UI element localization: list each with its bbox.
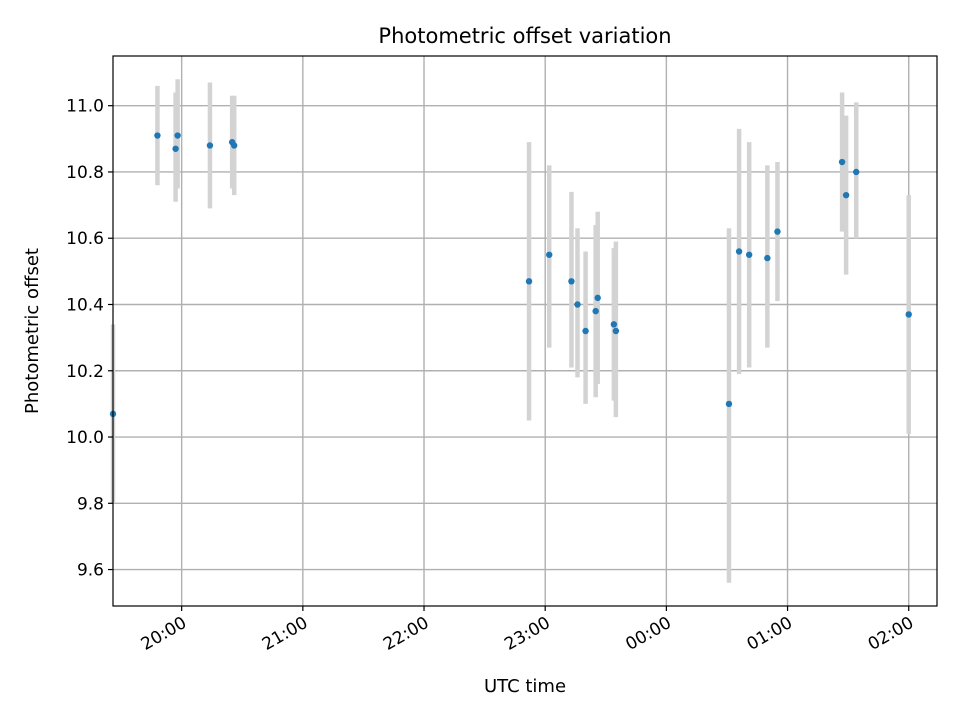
data-point	[525, 278, 533, 285]
x-tick-label: 23:00	[501, 613, 553, 655]
data-point	[206, 142, 214, 149]
y-tick-label: 10.0	[66, 428, 104, 448]
y-tick-label: 10.2	[66, 362, 104, 382]
data-point	[230, 142, 238, 149]
data-point	[568, 278, 575, 285]
data-point	[842, 191, 850, 199]
y-tick-label: 9.6	[77, 561, 104, 581]
y-axis-label: Photometric offset	[22, 248, 43, 414]
x-tick-label: 01:00	[744, 613, 796, 655]
data-point	[853, 168, 860, 176]
y-tick-label: 10.8	[66, 163, 104, 183]
data-point	[838, 158, 846, 166]
data-point	[574, 301, 581, 308]
y-axis-ticks: 9.6 9.8 10.0 10.2 10.4 10.6 10.8 11.0	[66, 97, 113, 581]
data-point	[745, 251, 753, 258]
grid	[113, 56, 937, 606]
y-tick-label: 10.6	[66, 229, 104, 249]
error-bars	[110, 79, 911, 583]
x-tick-label: 00:00	[622, 613, 674, 655]
data-point	[764, 254, 771, 262]
x-tick-label: 22:00	[380, 613, 432, 655]
y-tick-label: 9.8	[77, 494, 104, 514]
chart-title: Photometric offset variation	[378, 24, 671, 48]
data-point	[172, 145, 179, 152]
data-points	[109, 132, 912, 418]
data-point	[594, 294, 601, 302]
data-point	[725, 400, 733, 408]
data-point	[612, 327, 620, 335]
x-tick-label: 20:00	[138, 613, 190, 655]
data-point	[774, 228, 781, 235]
data-point	[735, 248, 743, 255]
data-point	[154, 132, 161, 139]
data-point	[582, 327, 589, 335]
y-tick-label: 11.0	[66, 97, 104, 117]
x-axis-label: UTC time	[484, 676, 566, 697]
data-point	[546, 251, 553, 258]
data-point	[610, 321, 618, 328]
plot-frame	[112, 55, 938, 607]
y-tick-label: 10.4	[66, 295, 104, 315]
data-point	[174, 132, 181, 139]
x-axis-ticks: 20:00 21:00 22:00 23:00 00:00 01:00 02:00	[138, 606, 917, 655]
x-tick-label: 02:00	[865, 613, 917, 655]
x-tick-label: 21:00	[259, 613, 311, 655]
data-point	[905, 311, 912, 318]
data-point	[592, 307, 599, 315]
